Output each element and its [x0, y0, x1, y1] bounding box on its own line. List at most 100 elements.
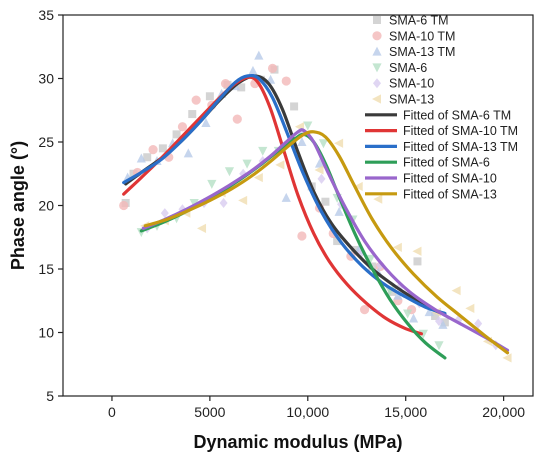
data-point — [143, 153, 152, 162]
data-point — [232, 114, 242, 124]
data-point — [359, 305, 370, 315]
data-point — [297, 231, 307, 241]
data-point — [275, 160, 285, 170]
plot-frame — [62, 14, 534, 397]
data-point — [281, 76, 291, 86]
y-tick-label: 30 — [38, 71, 54, 87]
legend-label: SMA-13 TM — [389, 45, 455, 59]
legend-label: Fitted of SMA-10 TM — [403, 124, 518, 138]
x-tick-label: 20,000 — [482, 404, 525, 420]
data-point — [392, 242, 402, 253]
data-point — [191, 95, 201, 105]
data-point — [321, 197, 330, 206]
fit-line-fitted-of-sma-10 — [141, 128, 510, 352]
data-point — [148, 145, 158, 155]
data-point — [201, 117, 211, 127]
x-tick-label: 10,000 — [286, 404, 329, 420]
data-point — [281, 192, 291, 202]
legend-label: SMA-10 — [389, 77, 434, 91]
data-point — [365, 254, 376, 264]
data-point — [334, 138, 344, 148]
fit-line-fitted-of-sma-13-tm — [122, 73, 447, 315]
data-point — [237, 83, 246, 92]
y-tick-label: 25 — [38, 134, 54, 150]
series-sma-6 — [136, 121, 444, 351]
legend-label: Fitted of SMA-6 TM — [403, 108, 511, 122]
data-point — [318, 139, 329, 149]
data-point — [434, 341, 444, 351]
data-point — [403, 309, 413, 319]
data-point — [465, 303, 475, 313]
fit-line-fitted-of-sma-10-tm — [122, 75, 423, 336]
legend-label: SMA-6 — [389, 61, 427, 75]
data-point — [258, 146, 268, 156]
data-point — [435, 316, 443, 327]
y-tick-label: 20 — [38, 198, 54, 214]
data-point — [334, 206, 344, 216]
fit-line-fitted-of-sma-13 — [143, 130, 510, 355]
y-tick-label: 5 — [46, 388, 54, 404]
data-point — [424, 307, 434, 317]
legend-label: SMA-6 TM — [389, 14, 449, 28]
data-point — [183, 148, 193, 158]
data-point — [314, 165, 324, 175]
data-point — [248, 65, 258, 75]
data-point — [353, 181, 363, 192]
legend-marker — [373, 16, 381, 24]
data-point — [303, 121, 313, 131]
data-point — [189, 198, 199, 208]
x-axis-title: Dynamic modulus (MPa) — [193, 432, 402, 452]
data-point — [267, 63, 278, 73]
scatter-layer — [119, 50, 512, 363]
x-tick-label: 0 — [108, 404, 116, 420]
y-axis-title: Phase angle (°) — [8, 141, 28, 270]
data-point — [172, 130, 181, 139]
data-point — [205, 92, 214, 101]
data-point — [219, 197, 228, 208]
data-point — [314, 158, 325, 168]
y-tick-label: 10 — [38, 325, 54, 341]
y-tick-label: 35 — [38, 7, 54, 23]
data-point — [440, 318, 449, 327]
data-point — [431, 311, 440, 320]
fit-line-layer — [122, 73, 510, 360]
legend-marker — [372, 63, 382, 73]
data-point — [502, 353, 512, 363]
legend-marker — [372, 31, 382, 41]
x-tick-label: 15,000 — [384, 404, 427, 420]
tick-layer: 0 5000 10,000 15,000 20,000 5 10 15 20 25 30 35 — [38, 7, 525, 420]
data-point — [224, 167, 235, 177]
legend-label: Fitted of SMA-13 — [403, 187, 497, 201]
data-point — [119, 200, 129, 211]
data-point — [317, 173, 326, 184]
data-point — [242, 159, 252, 169]
legend-marker — [372, 46, 382, 56]
legend-label: Fitted of SMA-13 TM — [403, 140, 518, 154]
data-point — [451, 285, 461, 296]
data-point — [393, 290, 403, 300]
data-point — [388, 287, 396, 296]
data-point — [197, 223, 207, 233]
data-point — [177, 122, 188, 132]
data-point — [438, 319, 448, 329]
data-point — [413, 257, 422, 266]
data-point — [253, 172, 263, 183]
data-point — [220, 78, 231, 89]
legend-label: SMA-10 TM — [389, 29, 455, 43]
data-point — [136, 153, 146, 163]
data-point — [158, 144, 167, 153]
data-point — [373, 194, 383, 204]
legend-marker — [372, 94, 381, 104]
legend-label: SMA-13 — [389, 93, 434, 107]
x-tick-label: 5000 — [194, 404, 225, 420]
data-point — [333, 237, 342, 246]
data-point — [408, 313, 419, 323]
data-point — [297, 137, 307, 146]
legend-marker — [373, 78, 381, 89]
data-point — [290, 102, 299, 111]
data-point — [412, 246, 422, 256]
data-point — [160, 208, 169, 219]
legend-label: Fitted of SMA-10 — [403, 172, 497, 186]
